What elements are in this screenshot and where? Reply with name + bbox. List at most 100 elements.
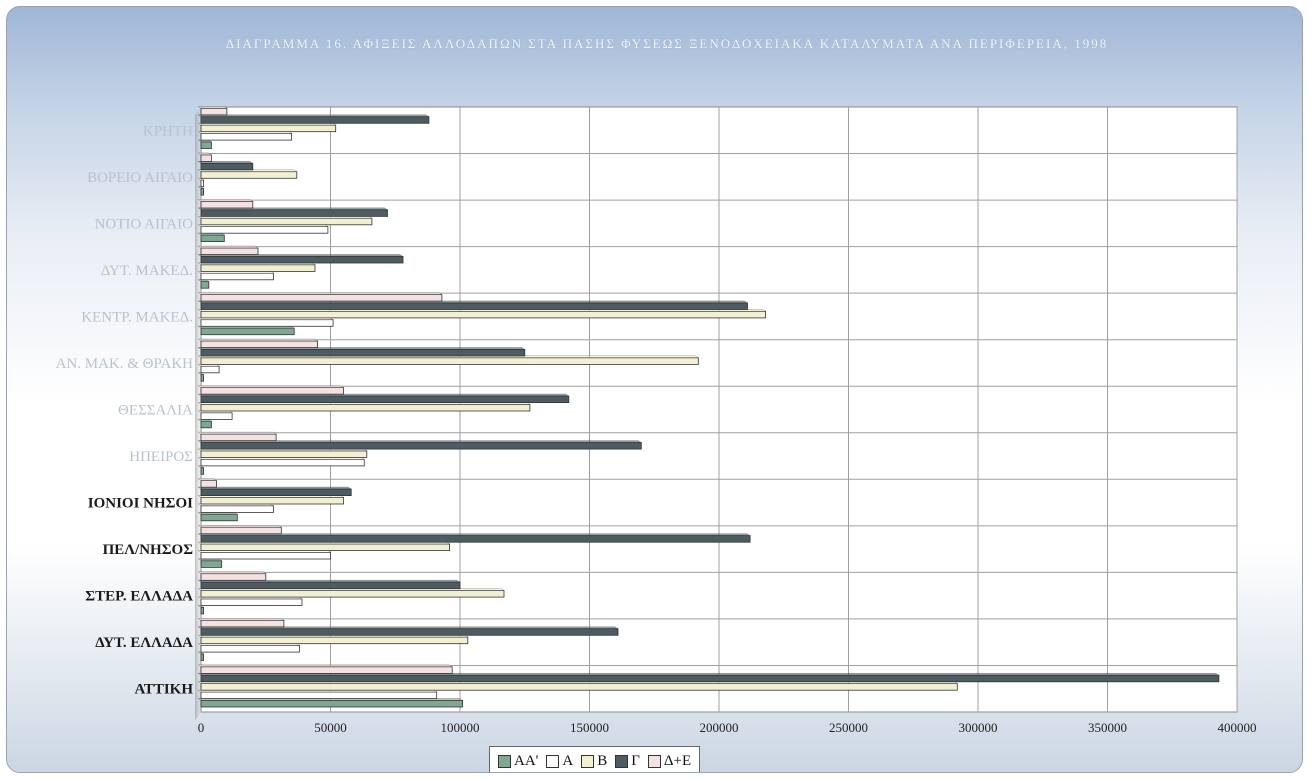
bar-Β-ΔΥΤ. ΜΑΚΕΔ. bbox=[200, 264, 316, 272]
bar-ΑΑ'-ΑΝ. ΜΑΚ. & ΘΡΑΚΗ bbox=[200, 374, 204, 382]
bar-chart: ΑΤΤΙΚΗ ΔΥΤ. ΕΛΛΑΔΑ ΣΤΕΡ. ΕΛΛΑΔΑ ΠΕΛ/ΝΗΣΟΣ ΙΟ… bbox=[56, 106, 1257, 735]
bar-Β-ΑΤΤΙΚΗ bbox=[200, 683, 958, 691]
legend-label: Δ+Ε bbox=[663, 752, 692, 769]
legend-label: ΑΑ' bbox=[514, 752, 539, 769]
bar-cap-Δ+Ε-ΑΤΤΙΚΗ bbox=[197, 664, 453, 667]
legend-item: Β bbox=[581, 753, 607, 770]
chart-title: ΔΙΑΓΡΑΜΜΑ 16. ΑΦΙΞΕΙΣ ΑΛΛΟΔΑΠΩΝ ΣΤΑ ΠΑΣΗ… bbox=[225, 36, 1109, 51]
x-tick-label: 200000 bbox=[700, 720, 739, 735]
bar-Β-ΗΠΕΙΡΟΣ bbox=[200, 450, 368, 458]
bar-cap-Δ+Ε-ΚΕΝΤΡ. ΜΑΚΕΔ. bbox=[197, 292, 443, 295]
bar-Δ+Ε-ΙΟΝΙΟΙ ΝΗΣΟΙ bbox=[200, 480, 217, 488]
category-label: ΒΟΡΕΙΟ ΑΙΓΑΙΟ bbox=[87, 170, 193, 186]
bar-Β-ΚΡΗΤΗ bbox=[200, 124, 337, 133]
legend-item: Γ bbox=[615, 753, 640, 770]
bar-Δ+Ε-ΑΝ. ΜΑΚ. & ΘΡΑΚΗ bbox=[200, 340, 318, 348]
bar-ΑΑ'-ΣΤΕΡ. ΕΛΛΑΔΑ bbox=[200, 606, 204, 615]
bar-ΑΑ'-ΝΟΤΙΟ ΑΙΓΑΙΟ bbox=[200, 234, 225, 242]
category-label: ΗΠΕΙΡΟΣ bbox=[129, 449, 193, 465]
bar-Β-ΙΟΝΙΟΙ ΝΗΣΟΙ bbox=[200, 496, 344, 505]
bar-ΑΑ'-ΔΥΤ. ΕΛΛΑΔΑ bbox=[200, 653, 204, 661]
bar-Α-ΣΤΕΡ. ΕΛΛΑΔΑ bbox=[200, 598, 303, 606]
category-label: ΘΕΣΣΑΛΙΑ bbox=[118, 403, 193, 419]
bar-cap-Δ+Ε-ΣΤΕΡ. ΕΛΛΑΔΑ bbox=[197, 571, 267, 574]
bar-cap-Δ+Ε-ΚΡΗΤΗ bbox=[197, 106, 228, 109]
bar-Α-ΔΥΤ. ΜΑΚΕΔ. bbox=[200, 272, 274, 281]
x-tick-label: 300000 bbox=[959, 720, 998, 735]
bar-ΑΑ'-ΚΡΗΤΗ bbox=[200, 141, 212, 149]
bar-Γ-ΑΤΤΙΚΗ bbox=[200, 674, 1220, 683]
bar-cap-Δ+Ε-ΙΟΝΙΟΙ ΝΗΣΟΙ bbox=[197, 478, 218, 481]
bar-cap-Γ-ΠΕΛ/ΝΗΣΟΣ bbox=[197, 533, 751, 536]
bar-Α-ΑΤΤΙΚΗ bbox=[200, 691, 438, 699]
bar-Β-ΘΕΣΣΑΛΙΑ bbox=[200, 403, 531, 412]
bar-Α-ΚΡΗΤΗ bbox=[200, 133, 292, 141]
bar-Γ-ΗΠΕΙΡΟΣ bbox=[200, 442, 642, 450]
category-label: ΣΤΕΡ. ΕΛΛΑΔΑ bbox=[85, 589, 193, 605]
category-label: ΙΟΝΙΟΙ ΝΗΣΟΙ bbox=[88, 496, 193, 512]
x-tick-label: 50000 bbox=[314, 720, 347, 735]
bar-Γ-ΣΤΕΡ. ΕΛΛΑΔΑ bbox=[200, 581, 461, 590]
bar-ΑΑ'-ΒΟΡΕΙΟ ΑΙΓΑΙΟ bbox=[200, 188, 204, 196]
category-label: ΔΥΤ. ΕΛΛΑΔΑ bbox=[95, 635, 193, 651]
bar-cap-Γ-ΑΤΤΙΚΗ bbox=[197, 673, 1220, 676]
legend-swatch bbox=[581, 754, 595, 768]
bar-Α-ΒΟΡΕΙΟ ΑΙΓΑΙΟ bbox=[200, 179, 204, 188]
bar-cap-Δ+Ε-ΝΟΤΙΟ ΑΙΓΑΙΟ bbox=[197, 199, 254, 202]
bar-Β-ΔΥΤ. ΕΛΛΑΔΑ bbox=[200, 636, 469, 645]
bar-Δ+Ε-ΚΡΗΤΗ bbox=[200, 107, 228, 116]
bar-Α-ΠΕΛ/ΝΗΣΟΣ bbox=[200, 552, 331, 560]
bar-ΑΑ'-ΠΕΛ/ΝΗΣΟΣ bbox=[200, 560, 223, 568]
bar-cap-Δ+Ε-ΔΥΤ. ΜΑΚΕΔ. bbox=[197, 245, 259, 249]
bar-cap-Δ+Ε-ΘΕΣΣΑΛΙΑ bbox=[197, 385, 345, 388]
bar-ΑΑ'-ΑΤΤΙΚΗ bbox=[200, 700, 464, 708]
bar-Α-ΑΝ. ΜΑΚ. & ΘΡΑΚΗ bbox=[200, 365, 220, 374]
bar-Γ-ΔΥΤ. ΕΛΛΑΔΑ bbox=[200, 628, 619, 636]
bar-Α-ΗΠΕΙΡΟΣ bbox=[200, 458, 365, 467]
depth-wall bbox=[195, 107, 201, 720]
x-tick-label: 250000 bbox=[829, 720, 868, 735]
bar-Γ-ΒΟΡΕΙΟ ΑΙΓΑΙΟ bbox=[200, 162, 254, 171]
legend-item: Δ+Ε bbox=[647, 752, 692, 770]
bar-Γ-ΚΕΝΤΡ. ΜΑΚΕΔ. bbox=[200, 302, 748, 310]
bar-Β-ΝΟΤΙΟ ΑΙΓΑΙΟ bbox=[200, 217, 373, 226]
chart-frame: ΔΙΑΓΡΑΜΜΑ 16. ΑΦΙΞΕΙΣ ΑΛΛΟΔΑΠΩΝ ΣΤΑ ΠΑΣΗ… bbox=[6, 6, 1303, 773]
x-tick-label: 0 bbox=[198, 720, 205, 735]
x-tick-label: 350000 bbox=[1088, 720, 1127, 735]
bar-Β-ΣΤΕΡ. ΕΛΛΑΔΑ bbox=[200, 590, 505, 598]
bar-cap-Δ+Ε-ΑΝ. ΜΑΚ. & ΘΡΑΚΗ bbox=[197, 338, 319, 342]
bar-Α-ΙΟΝΙΟΙ ΝΗΣΟΙ bbox=[200, 505, 274, 513]
bar-cap-Δ+Ε-ΗΠΕΙΡΟΣ bbox=[197, 431, 277, 435]
bar-Α-ΘΕΣΣΑΛΙΑ bbox=[200, 412, 233, 420]
bar-Δ+Ε-ΣΤΕΡ. ΕΛΛΑΔΑ bbox=[200, 573, 267, 581]
bar-ΑΑ'-ΚΕΝΤΡ. ΜΑΚΕΔ. bbox=[200, 327, 295, 336]
legend-swatch bbox=[647, 754, 661, 768]
legend-label: Γ bbox=[631, 752, 640, 769]
bar-Δ+Ε-ΒΟΡΕΙΟ ΑΙΓΑΙΟ bbox=[200, 154, 212, 162]
legend-label: Α bbox=[562, 752, 574, 769]
legend-swatch bbox=[498, 754, 511, 768]
legend-label: Β bbox=[597, 752, 608, 769]
bar-Α-ΔΥΤ. ΕΛΛΑΔΑ bbox=[200, 645, 300, 653]
bar-Α-ΝΟΤΙΟ ΑΙΓΑΙΟ bbox=[200, 226, 329, 234]
category-label: ΔΥΤ. ΜΑΚΕΔ. bbox=[101, 263, 193, 279]
category-label: ΚΡΗΤΗ bbox=[143, 123, 193, 139]
chart-legend: ΑΑ' Α Β Γ Δ+Ε bbox=[489, 746, 701, 772]
bar-cap-Γ-ΚΡΗΤΗ bbox=[197, 114, 430, 117]
legend-item: ΑΑ' bbox=[498, 753, 538, 770]
bar-Β-ΒΟΡΕΙΟ ΑΙΓΑΙΟ bbox=[200, 171, 298, 179]
bar-Γ-ΝΟΤΙΟ ΑΙΓΑΙΟ bbox=[200, 209, 388, 217]
bar-Δ+Ε-ΑΤΤΙΚΗ bbox=[200, 666, 453, 674]
bar-ΑΑ'-ΗΠΕΙΡΟΣ bbox=[200, 467, 204, 475]
bar-Δ+Ε-ΚΕΝΤΡ. ΜΑΚΕΔ. bbox=[200, 294, 443, 302]
bar-Δ+Ε-ΔΥΤ. ΕΛΛΑΔΑ bbox=[200, 619, 285, 628]
bar-Δ+Ε-ΝΟΤΙΟ ΑΙΓΑΙΟ bbox=[200, 200, 254, 209]
bar-Γ-ΔΥΤ. ΜΑΚΕΔ. bbox=[200, 255, 404, 264]
category-label: ΚΕΝΤΡ. ΜΑΚΕΔ. bbox=[81, 309, 193, 325]
bar-cap-Δ+Ε-ΔΥΤ. ΕΛΛΑΔΑ bbox=[197, 618, 285, 621]
bar-cap-Δ+Ε-ΒΟΡΕΙΟ ΑΙΓΑΙΟ bbox=[197, 152, 213, 156]
bar-Β-ΠΕΛ/ΝΗΣΟΣ bbox=[200, 543, 451, 551]
legend-swatch bbox=[615, 754, 629, 768]
x-tick-label: 100000 bbox=[441, 720, 480, 735]
bar-Γ-ΑΝ. ΜΑΚ. & ΘΡΑΚΗ bbox=[200, 348, 526, 357]
